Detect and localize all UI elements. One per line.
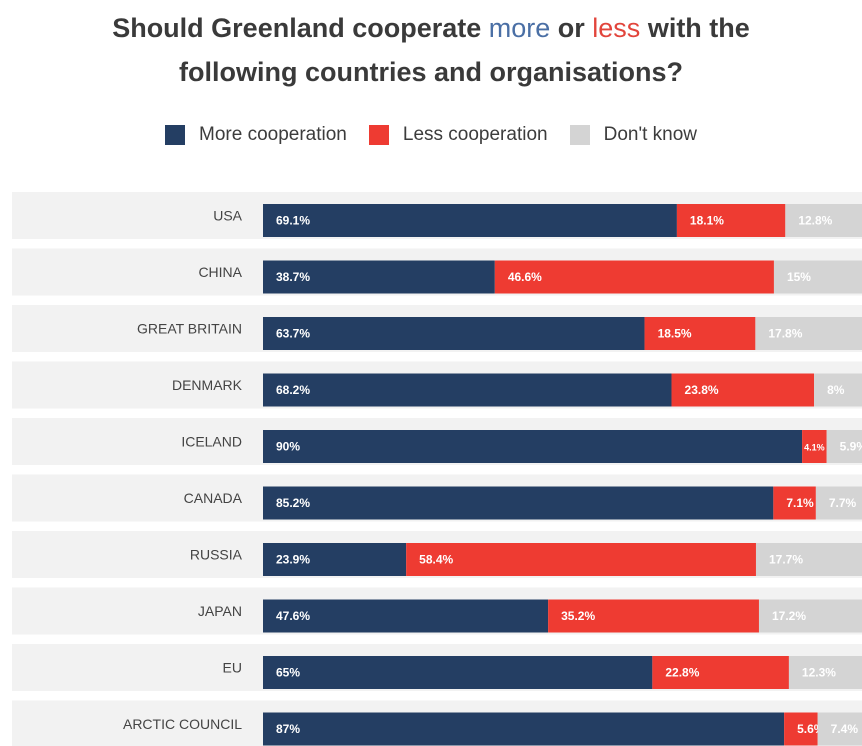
category-label-japan: JAPAN: [198, 603, 242, 619]
bar-less-cooperation-iceland: [802, 430, 827, 463]
bar-more-cooperation-japan: [263, 599, 549, 633]
title-more-word: more: [488, 13, 551, 43]
chart-legend: More cooperation Less cooperation Don't …: [0, 124, 862, 146]
bar-don-t-know-canada: [815, 486, 862, 520]
bar-more-cooperation-denmark: [263, 373, 672, 407]
data-label-don-t-know-arctic-council: 7.4%: [831, 722, 859, 736]
data-label-more-cooperation-eu: 65%: [276, 666, 300, 680]
data-label-don-t-know-china: 15%: [787, 270, 811, 284]
data-label-less-cooperation-great-britain: 18.5%: [658, 327, 692, 341]
data-label-more-cooperation-japan: 47.6%: [276, 609, 310, 623]
legend-label-less: Less cooperation: [402, 124, 548, 145]
data-label-don-t-know-denmark: 8%: [827, 383, 845, 397]
data-label-less-cooperation-usa: 18.1%: [690, 214, 724, 228]
data-label-less-cooperation-canada: 7.1%: [786, 496, 814, 510]
title-less-word: less: [592, 13, 641, 43]
data-label-more-cooperation-russia: 23.9%: [276, 553, 310, 567]
bar-less-cooperation-great-britain: [644, 317, 756, 350]
legend-item-more: More cooperation: [165, 124, 347, 146]
data-label-don-t-know-great-britain: 17.8%: [768, 327, 802, 341]
bar-don-t-know-eu: [788, 656, 862, 689]
legend-item-dont-know: Don't know: [569, 124, 697, 146]
bar-don-t-know-denmark: [814, 373, 862, 407]
bar-don-t-know-great-britain: [755, 317, 862, 350]
bar-don-t-know-russia: [755, 543, 862, 576]
data-label-less-cooperation-russia: 58.4%: [419, 553, 453, 567]
category-label-usa: USA: [213, 208, 242, 224]
data-label-more-cooperation-great-britain: 63.7%: [276, 327, 310, 341]
legend-label-dont-know: Don't know: [603, 124, 697, 145]
chart-title: Should Greenland cooperate more or less …: [0, 6, 862, 94]
bar-less-cooperation-canada: [773, 486, 816, 520]
bar-more-cooperation-russia: [263, 543, 407, 576]
category-label-arctic-council: ARCTIC COUNCIL: [123, 716, 242, 732]
title-part-2: or: [550, 13, 593, 43]
bar-less-cooperation-denmark: [671, 373, 815, 407]
category-label-iceland: ICELAND: [181, 434, 242, 450]
bar-less-cooperation-eu: [652, 656, 789, 689]
data-label-more-cooperation-denmark: 68.2%: [276, 383, 310, 397]
category-label-denmark: DENMARK: [172, 377, 243, 393]
data-label-don-t-know-usa: 12.8%: [798, 214, 832, 228]
data-label-less-cooperation-japan: 35.2%: [561, 609, 595, 623]
data-label-less-cooperation-denmark: 23.8%: [685, 383, 719, 397]
data-label-don-t-know-japan: 17.2%: [772, 609, 806, 623]
data-label-more-cooperation-china: 38.7%: [276, 270, 310, 284]
legend-swatch-dont-know: [569, 125, 590, 145]
bar-less-cooperation-arctic-council: [784, 712, 818, 746]
data-label-less-cooperation-china: 46.6%: [508, 270, 542, 284]
bar-don-t-know-iceland: [826, 430, 862, 463]
category-label-eu: EU: [223, 660, 242, 676]
chart-title-line-2: following countries and organisations?: [178, 57, 684, 87]
data-label-less-cooperation-iceland: 4.1%: [804, 443, 825, 453]
data-label-more-cooperation-arctic-council: 87%: [276, 722, 300, 736]
legend-swatch-less: [368, 125, 389, 145]
legend-item-less: Less cooperation: [368, 124, 548, 146]
bar-more-cooperation-arctic-council: [263, 712, 785, 746]
data-label-don-t-know-eu: 12.3%: [802, 666, 836, 680]
data-label-more-cooperation-usa: 69.1%: [276, 214, 310, 228]
bar-less-cooperation-usa: [676, 204, 786, 237]
title-part-3: with the: [640, 13, 750, 43]
bar-less-cooperation-japan: [548, 599, 759, 633]
data-label-don-t-know-iceland: 5.9%: [840, 440, 862, 454]
bar-less-cooperation-russia: [406, 543, 756, 576]
bar-more-cooperation-eu: [263, 656, 653, 689]
bar-more-cooperation-great-britain: [263, 317, 645, 350]
category-label-canada: CANADA: [184, 490, 243, 506]
data-label-more-cooperation-iceland: 90%: [276, 440, 300, 454]
chart-title-line-1: Should Greenland cooperate more or less …: [0, 6, 862, 50]
data-label-more-cooperation-canada: 85.2%: [276, 496, 310, 510]
category-label-china: CHINA: [198, 264, 242, 280]
bar-don-t-know-arctic-council: [817, 712, 862, 746]
title-part-1: Should Greenland cooperate: [112, 13, 489, 43]
data-label-don-t-know-canada: 7.7%: [829, 496, 857, 510]
category-label-great-britain: GREAT BRITAIN: [137, 321, 242, 337]
bar-don-t-know-china: [773, 260, 862, 294]
bar-don-t-know-usa: [785, 204, 862, 237]
bar-more-cooperation-canada: [263, 486, 774, 520]
bar-more-cooperation-china: [263, 260, 495, 294]
bar-more-cooperation-iceland: [263, 430, 803, 463]
data-label-don-t-know-russia: 17.7%: [769, 553, 803, 567]
legend-label-more: More cooperation: [199, 124, 347, 145]
legend-swatch-more: [165, 125, 185, 145]
bar-more-cooperation-usa: [263, 204, 677, 237]
data-label-less-cooperation-eu: 22.8%: [665, 666, 699, 680]
bar-don-t-know-japan: [758, 599, 862, 633]
category-label-russia: RUSSIA: [190, 547, 243, 563]
bar-less-cooperation-china: [494, 260, 774, 294]
